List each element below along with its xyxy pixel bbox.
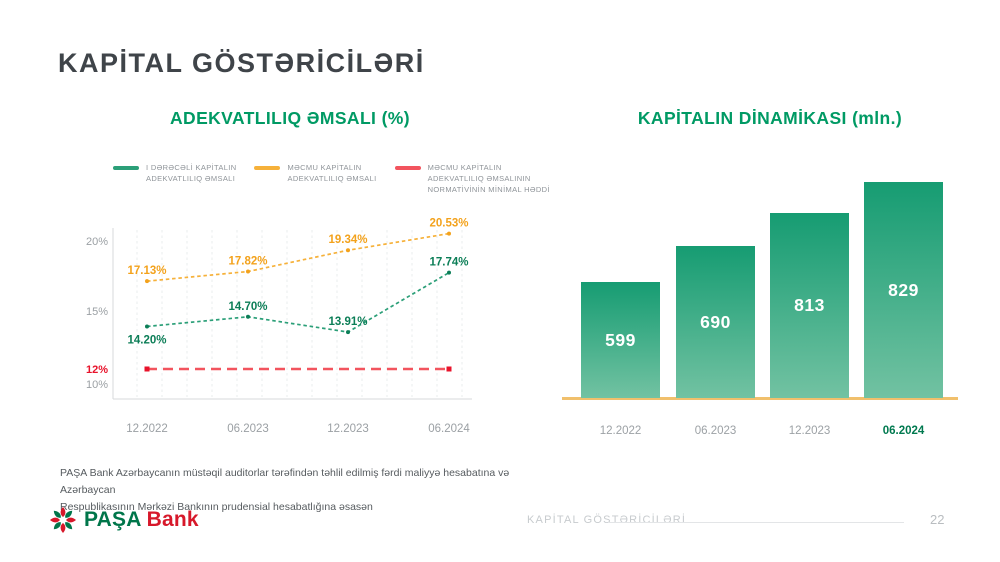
page-number: 22 [930,512,945,527]
bar-category-label: 12.2023 [788,425,831,437]
logo-text-pasa: PAŞA [84,508,142,531]
series-line [146,232,450,283]
legend-label: I DƏRƏCƏLİ KAPİTALIN ADEKVATLILIQ ƏMSALI [146,163,237,183]
x-tick-label: 12.2022 [126,423,168,435]
x-tick-label: 12.2023 [327,423,369,435]
data-point-label: 13.91% [328,316,367,328]
data-point-label: 20.53% [429,218,468,230]
data-point [145,279,149,284]
bar-06.2024: 829 [864,182,943,398]
data-point [145,324,149,329]
pasha-bank-logo: PAŞA Bank [48,505,199,535]
bar-12.2023: 813 [770,213,849,398]
bar-value-label: 813 [794,295,825,315]
bar-12.2022: 599 [581,282,660,398]
line-chart: 20% 15% 12% 10% 12.2022 06.2023 12.2023 06.2024… [86,218,472,435]
data-point [346,330,350,335]
data-point-label: 17.74% [429,257,468,269]
legend-item-2: MƏCMU KAPİTALIN ADEKVATLILIQ ƏMSALININ NOR… [394,162,550,195]
footer-divider [608,522,904,523]
limit-line-end-marker [144,366,150,372]
y-tick-label: 15% [86,306,108,318]
footnote-line-2: Respublikasının Mərkəzi Bankının prudens… [60,501,373,513]
pasha-pinwheel-icon [50,507,76,533]
bar-category-label: 06.2023 [694,425,737,437]
footer-section-label: KAPİTAL GÖSTƏRİCİLƏRİ [527,514,687,526]
x-tick-label: 06.2023 [227,423,269,435]
bar-chart-title: KAPİTALIN DİNAMİKASI (mln.) [637,108,903,128]
legend-label: MƏCMU KAPİTALIN ADEKVATLILIQ ƏMSALININ NOR… [427,163,550,194]
legend-label: MƏCMU KAPİTALIN ADEKVATLILIQ ƏMSALI [287,163,377,183]
data-point-label: 14.20% [127,334,166,346]
logo-text-bank: Bank [146,508,199,531]
line-chart-title: ADEKVATLILIQ ƏMSALI (%) [170,108,410,128]
bar-value-label: 829 [888,279,919,300]
data-point-label: 17.82% [228,256,267,268]
footnote: PAŞA Bank Azərbaycanın müstəqil auditorl… [60,465,550,516]
y-tick-label: 20% [86,236,108,248]
x-tick-label: 06.2024 [428,423,470,435]
data-point-label: 14.70% [228,301,267,313]
data-point [346,248,350,253]
data-point [447,270,451,275]
page-title: KAPİTAL GÖSTƏRİCİLƏRİ [58,48,425,79]
data-point [246,314,250,319]
data-point-label: 17.13% [127,265,166,277]
bar-category-label: 06.2024 [882,425,925,437]
data-point-label: 19.34% [328,234,367,246]
legend-item-1: MƏCMU KAPİTALIN ADEKVATLILIQ ƏMSALI [254,162,376,184]
bar-06.2023: 690 [676,246,755,398]
bar-chart: 599 12.2022 690 06.2023 813 12.2023 829 06.2024 [560,160,980,460]
bar-category-label: 12.2022 [599,425,642,437]
y-tick-label: 10% [86,379,108,391]
legend-swatch-icon [254,166,281,170]
data-point [246,269,250,274]
series-line [146,271,450,333]
data-point [447,231,451,236]
legend-item-0: I DƏRƏCƏLİ KAPİTALIN ADEKVATLILIQ ƏMSALI [113,162,236,184]
bar-baseline [562,397,958,400]
legend-swatch-icon [113,166,139,170]
bar-value-label: 599 [605,329,636,350]
line-chart-legend: I DƏRƏCƏLİ KAPİTALIN ADEKVATLILIQ ƏMSALI M… [113,162,550,195]
footnote-line-1: PAŞA Bank Azərbaycanın müstəqil auditorl… [60,467,510,496]
bar-value-label: 690 [700,311,731,332]
y-tick-label: 12% [86,364,108,376]
legend-swatch-icon [394,166,421,170]
limit-line-end-marker [446,366,452,372]
